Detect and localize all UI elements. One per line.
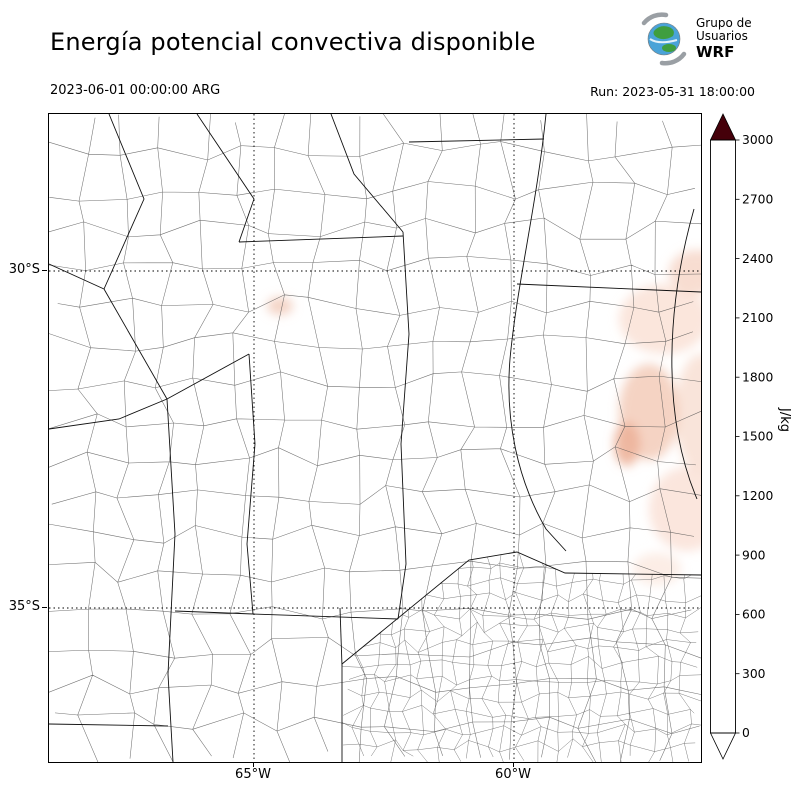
logo-text: Grupo de Usuarios WRF [696, 15, 752, 62]
colorbar-canvas: 0 300 600 900 1200 1500 1800 2100 2400 2700 3000 [709, 113, 773, 760]
run-time-label: Run: 2023-05-31 18:00:00 [590, 84, 755, 99]
x-tick-label: 60°W [495, 767, 531, 782]
province-boundaries [48, 113, 702, 763]
x-tick-mark [253, 762, 254, 767]
colorbar-tick-label: 600 [742, 608, 765, 622]
globe-cyclone-icon [641, 12, 687, 66]
graticule [49, 114, 701, 762]
colorbar-tick-label: 2700 [742, 193, 773, 207]
logo-line-wrf: WRF [696, 43, 735, 62]
department-boundaries-buenosaires [342, 552, 701, 762]
valid-time-label: 2023-06-01 00:00:00 ARG [50, 83, 221, 98]
x-tick-label: 65°W [235, 767, 271, 782]
y-tick-label: 30°S [8, 262, 40, 277]
colorbar-tick-label: 300 [742, 667, 765, 681]
colorbar-units-label: J/kg [777, 408, 792, 432]
colorbar-tick-label: 0 [742, 726, 750, 740]
logo-line-1: Grupo de [696, 15, 752, 30]
colorbar-tick-label: 2100 [742, 311, 773, 325]
y-tick-mark [42, 270, 47, 271]
y-tick-label: 35°S [8, 599, 40, 614]
map-canvas [48, 113, 727, 763]
colorbar-tick-label: 2400 [742, 252, 773, 266]
x-tick-mark [513, 762, 514, 767]
logo-line-2: Usuarios [696, 29, 748, 44]
colorbar-tick-label: 1800 [742, 370, 773, 384]
colorbar-tick-label: 1200 [742, 489, 773, 503]
map-frame [48, 113, 727, 763]
y-tick-mark [42, 607, 47, 608]
wrf-users-logo: Grupo de Usuarios WRF [636, 12, 752, 66]
page-title: Energía potencial convectiva disponible [50, 28, 536, 56]
colorbar-tick-label: 3000 [742, 133, 773, 147]
department-boundaries-coarse [48, 113, 702, 763]
colorbar-tick-label: 1500 [742, 430, 773, 444]
colorbar-tick-label: 900 [742, 548, 765, 562]
colorbar: 0 300 600 900 1200 1500 1800 2100 2400 2700 3000 [709, 113, 800, 761]
cape-shading [267, 250, 727, 585]
